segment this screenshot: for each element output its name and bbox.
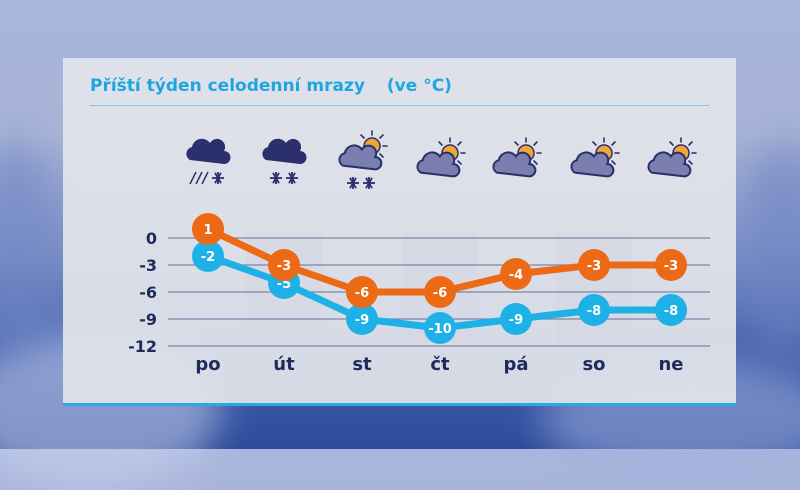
title-divider [90, 105, 709, 106]
svg-text:-3: -3 [277, 259, 291, 274]
partly-sunny-icon [492, 137, 542, 178]
partly-sunny-snow-icon [338, 130, 388, 189]
svg-text:-8: -8 [587, 304, 601, 319]
data-point-min: -10 [424, 312, 456, 344]
data-point-max: -3 [578, 249, 610, 281]
svg-text:-9: -9 [355, 313, 369, 328]
data-point-max: -4 [500, 258, 532, 290]
svg-text:-3: -3 [664, 259, 678, 274]
data-point-min: -9 [346, 303, 378, 335]
svg-text:-8: -8 [664, 304, 678, 319]
svg-text:-9: -9 [509, 313, 523, 328]
data-point-max: 1 [192, 213, 224, 245]
data-point-max: -3 [655, 249, 687, 281]
svg-text:-10: -10 [428, 322, 452, 337]
svg-text:-3: -3 [587, 259, 601, 274]
y-tick-label: -12 [128, 337, 157, 356]
rain-snow-cloud-icon [186, 138, 231, 185]
data-point-min: -8 [655, 294, 687, 326]
data-point-max: -6 [424, 276, 456, 308]
partly-sunny-icon [647, 137, 697, 178]
data-point-min: -2 [192, 240, 224, 272]
y-tick-label: 0 [146, 229, 157, 248]
y-tick-label: -9 [139, 310, 157, 329]
x-tick-label: út [273, 354, 295, 375]
svg-text:-6: -6 [433, 286, 447, 301]
data-point-min: -9 [500, 303, 532, 335]
svg-text:-5: -5 [277, 277, 291, 292]
x-tick-label: so [582, 354, 605, 375]
svg-text:-2: -2 [201, 250, 215, 265]
y-tick-label: -6 [139, 283, 157, 302]
svg-text:1: 1 [203, 223, 212, 238]
x-tick-label: čt [430, 354, 450, 375]
data-point-max: -6 [346, 276, 378, 308]
y-tick-label: -3 [139, 256, 157, 275]
x-tick-label: ne [658, 354, 683, 375]
x-tick-label: po [195, 354, 220, 375]
data-point-min: -8 [578, 294, 610, 326]
x-tick-label: st [352, 354, 372, 375]
x-tick-label: pá [503, 354, 528, 375]
temperature-chart: 0 -3 -6 -9 -12 po út st čt pá so ne -2 -5 -9 -10 -9 -8 -8 1… [128, 130, 710, 375]
snow-cloud-icon [262, 138, 307, 184]
svg-text:-4: -4 [509, 268, 523, 283]
title-text: Příští týden celodenní mrazy [90, 76, 365, 96]
svg-text:-6: -6 [355, 286, 369, 301]
data-point-max: -3 [268, 249, 300, 281]
partly-sunny-icon [416, 137, 466, 178]
partly-sunny-icon [570, 137, 620, 178]
chart-title: Příští týden celodenní mrazy (ve °C) [90, 76, 452, 96]
unit-label: (ve °C) [386, 76, 452, 96]
